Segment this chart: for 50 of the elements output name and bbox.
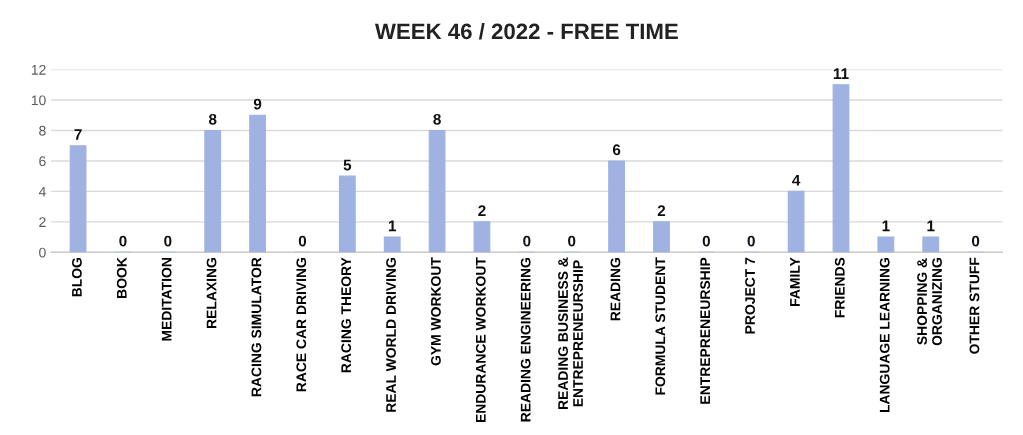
x-tick-label: GYM WORKOUT (430, 257, 441, 366)
x-tick-label: ENDURANCE WORKOUT (475, 257, 486, 423)
data-label: 0 (523, 235, 531, 247)
x-tick-label: RACE CAR DRIVING (296, 258, 307, 392)
data-label: 0 (568, 235, 576, 247)
data-label: 5 (343, 159, 352, 171)
data-label: 8 (208, 113, 217, 125)
chart-title: WEEK 46 / 2022 - FREE TIME (374, 22, 678, 40)
data-label: 7 (74, 129, 82, 140)
data-label: 11 (833, 68, 849, 79)
x-tick-label: FRIENDS (834, 257, 845, 318)
x-tick-label: ENTREPRENEURSHIP (700, 257, 711, 404)
x-tick-label: MEDITATION (161, 258, 172, 341)
x-tick-label: READING (610, 258, 621, 321)
y-tick-label: 0 (39, 247, 46, 258)
x-tick-label: FORMULA STUDENT (655, 257, 666, 395)
data-label: 9 (253, 98, 262, 110)
data-label: 1 (882, 220, 890, 232)
data-label: 0 (702, 235, 710, 247)
y-tick-label: 6 (39, 156, 46, 167)
x-tick-label: RACING SIMULATOR (251, 257, 262, 397)
x-tick-label: REAL WORLD DRIVING (386, 258, 396, 412)
x-tick-label: RELAXING (206, 258, 217, 328)
x-tick-label: BLOG (71, 258, 82, 297)
data-label: 2 (478, 205, 486, 216)
data-label: 4 (792, 174, 801, 186)
data-label: 1 (927, 220, 935, 232)
x-tick-label: OTHER STUFF (969, 257, 980, 354)
data-label: 0 (164, 235, 172, 247)
data-label: 1 (388, 220, 397, 232)
y-tick-label: 8 (39, 125, 46, 136)
data-label: 0 (747, 235, 755, 247)
x-tick-label: READING BUSINESS & ENTREPRENEURSHIP (558, 257, 583, 410)
x-tick-label: LANGUAGE LEARNING (879, 258, 890, 413)
x-tick-label: FAMILY (790, 257, 800, 306)
y-tick-label: 4 (38, 186, 46, 197)
y-tick-label: 2 (39, 217, 46, 227)
data-label: 8 (433, 113, 441, 125)
data-label: 0 (298, 235, 307, 247)
x-tick-label: READING ENGINEERING (520, 258, 531, 422)
data-label: 0 (119, 235, 127, 247)
x-tick-label: PROJECT 7 (745, 257, 755, 334)
x-tick-label: BOOK (116, 257, 127, 298)
y-tick-label: 12 (31, 64, 46, 75)
x-tick-label: RACING THEORY (341, 257, 352, 373)
data-label: 6 (612, 144, 621, 156)
data-label: 2 (657, 205, 666, 216)
x-tick-label: SHOPPING & ORGANIZING (917, 258, 942, 346)
y-tick-label: 10 (31, 95, 46, 106)
data-label: 0 (971, 235, 980, 247)
